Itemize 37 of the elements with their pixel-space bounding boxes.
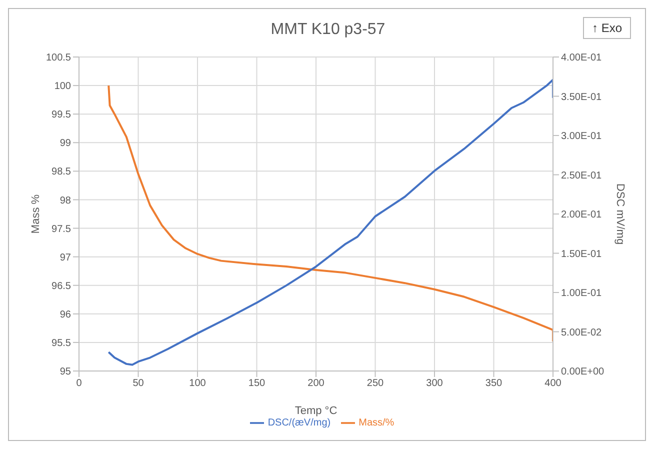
x-tick-label: 200 <box>308 378 325 390</box>
x-tick-label: 400 <box>544 378 562 390</box>
y2-tick-label: 3.00E-01 <box>561 131 602 142</box>
x-tick-label: 350 <box>485 378 503 390</box>
chart-title: MMT K10 p3-57 <box>270 21 386 38</box>
y-tick-label: 100 <box>54 81 72 92</box>
legend-label: Mass/% <box>358 418 394 429</box>
y-tick-label: 99.5 <box>52 110 72 121</box>
y2-axis-title: DSC mV/mg <box>614 183 626 245</box>
y-tick-label: 98 <box>60 195 72 206</box>
x-axis-title: Temp °C <box>294 405 338 417</box>
y-tick-label: 99 <box>60 138 72 150</box>
x-tick-label: 150 <box>248 378 266 390</box>
x-tick-label: 250 <box>366 378 384 390</box>
y-tick-label: 95 <box>60 366 72 378</box>
y-tick-label: 95.5 <box>52 338 72 350</box>
x-tick-label: 100 <box>189 378 206 390</box>
y2-tick-label: 1.00E-01 <box>561 288 602 300</box>
y2-tick-label: 5.00E-02 <box>561 327 602 338</box>
legend-label: DSC/(æV/mg) <box>268 418 331 429</box>
x-tick-label: 300 <box>426 378 444 390</box>
y2-tick-label: 1.50E-01 <box>561 248 602 260</box>
y2-tick-label: 2.00E-01 <box>561 210 602 221</box>
y-tick-label: 97.5 <box>52 224 72 235</box>
text: ↑ Exo <box>582 17 631 39</box>
y-tick-label: 97 <box>60 252 72 264</box>
y2-tick-label: 3.50E-01 <box>561 92 602 103</box>
x-tick-label: 50 <box>132 378 144 390</box>
y-axis-title: Mass % <box>30 194 42 234</box>
y2-tick-label: 4.00E-01 <box>561 52 602 64</box>
y-tick-label: 96 <box>60 309 72 320</box>
y2-tick-label: 0.00E+00 <box>561 366 605 378</box>
x-tick-label: 0 <box>76 378 82 390</box>
y-tick-label: 96.5 <box>52 280 72 292</box>
y-tick-label: 98.5 <box>52 166 72 178</box>
y2-tick-label: 2.50E-01 <box>561 170 602 182</box>
y-tick-label: 100.5 <box>46 52 72 64</box>
